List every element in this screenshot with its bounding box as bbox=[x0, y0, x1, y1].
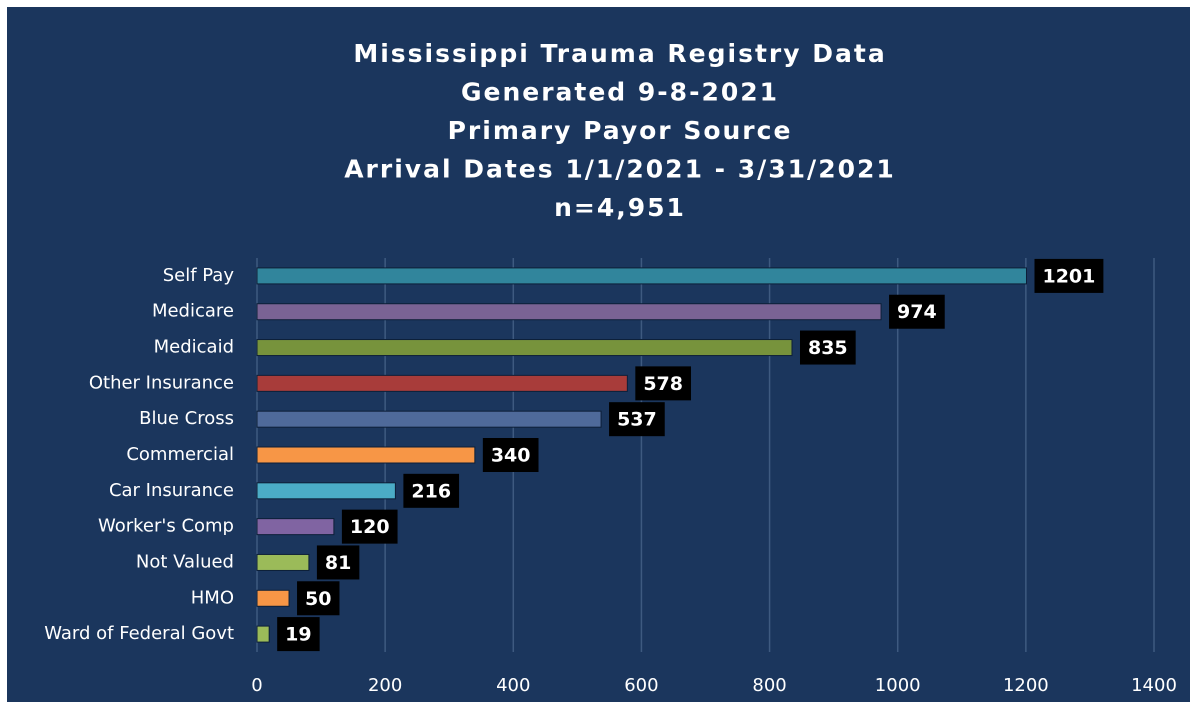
data-label-box bbox=[482, 438, 539, 472]
data-label: 120 bbox=[350, 516, 390, 538]
data-label: 537 bbox=[617, 409, 657, 431]
bar bbox=[256, 339, 793, 357]
bar bbox=[256, 303, 882, 321]
chart-title: Primary Payor Source bbox=[448, 116, 793, 145]
x-tick-label: 200 bbox=[368, 675, 402, 696]
data-label: 1201 bbox=[1042, 265, 1095, 287]
y-tick-label: HMO bbox=[191, 587, 234, 608]
x-tick-label: 400 bbox=[496, 675, 530, 696]
data-label: 50 bbox=[305, 588, 331, 610]
bar bbox=[256, 410, 602, 428]
bar bbox=[256, 446, 476, 464]
data-label: 81 bbox=[325, 552, 351, 574]
data-label-box bbox=[635, 366, 692, 401]
data-label-box bbox=[799, 330, 856, 365]
y-tick-label: Commercial bbox=[126, 444, 234, 465]
x-tick-label: 0 bbox=[251, 675, 262, 696]
bar bbox=[256, 589, 290, 607]
x-tick-label: 1400 bbox=[1131, 675, 1177, 696]
y-tick-label: Worker's Comp bbox=[98, 516, 234, 537]
chart-title: Arrival Dates 1/1/2021 - 3/31/2021 bbox=[344, 155, 896, 184]
y-tick-label: Self Pay bbox=[163, 265, 235, 286]
data-label: 578 bbox=[643, 373, 683, 395]
data-label-box bbox=[277, 617, 320, 652]
chart-title: Mississippi Trauma Registry Data bbox=[353, 39, 886, 68]
bar bbox=[256, 518, 335, 536]
y-tick-label: Medicaid bbox=[154, 337, 234, 358]
y-tick-label: Medicare bbox=[152, 301, 234, 322]
data-label-box bbox=[889, 294, 945, 329]
data-label-box bbox=[1034, 258, 1104, 293]
y-tick-label: Not Valued bbox=[136, 551, 234, 572]
bar bbox=[256, 267, 1027, 285]
data-label-box bbox=[316, 545, 360, 580]
bar bbox=[256, 553, 310, 571]
y-tick-label: Other Insurance bbox=[89, 372, 234, 393]
data-label: 835 bbox=[808, 337, 848, 359]
data-label: 340 bbox=[491, 445, 531, 467]
data-label: 216 bbox=[411, 480, 451, 502]
x-tick-label: 1000 bbox=[875, 675, 921, 696]
x-tick-label: 1200 bbox=[1003, 675, 1049, 696]
chart-title: n=4,951 bbox=[554, 193, 686, 222]
data-label-box bbox=[297, 581, 340, 616]
x-tick-label: 600 bbox=[624, 675, 658, 696]
bar bbox=[256, 374, 628, 392]
bar bbox=[256, 625, 270, 643]
data-label: 19 bbox=[285, 624, 311, 646]
data-label-box bbox=[341, 509, 398, 544]
chart-title: Generated 9-8-2021 bbox=[461, 78, 779, 107]
y-tick-label: Car Insurance bbox=[109, 480, 234, 501]
y-tick-label: Blue Cross bbox=[139, 408, 234, 429]
bar bbox=[256, 482, 396, 500]
data-label-box bbox=[609, 402, 665, 437]
data-label: 974 bbox=[897, 301, 937, 323]
data-label-box bbox=[403, 473, 460, 508]
y-tick-label: Ward of Federal Govt bbox=[44, 623, 234, 644]
x-tick-label: 800 bbox=[752, 675, 786, 696]
